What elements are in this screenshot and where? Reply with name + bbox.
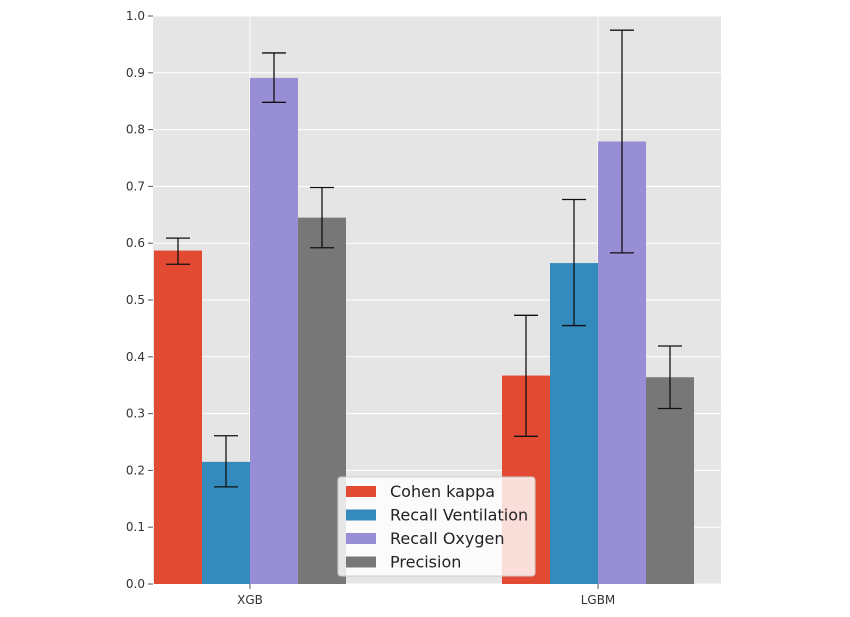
error-bars (166, 29, 682, 488)
y-tick-label: 0.7 (126, 179, 145, 193)
legend-box (337, 476, 536, 577)
legend-label: Recall Oxygen (390, 529, 505, 548)
x-axis: XGB LGBM (237, 584, 615, 607)
legend-swatch (346, 509, 376, 521)
legend-swatch (346, 486, 376, 497)
legend-label: Recall Ventilation (390, 506, 528, 525)
y-tick-label: 1.0 (126, 9, 145, 23)
y-tick-label: 0.5 (126, 293, 145, 307)
legend-label: Cohen kappa (390, 482, 495, 501)
legend-label: Precision (390, 553, 461, 572)
legend-swatch (346, 533, 376, 544)
y-tick-label: 0.1 (126, 520, 145, 534)
x-tick-label: LGBM (581, 593, 616, 607)
y-tick-label: 0.0 (126, 577, 145, 591)
y-tick-label: 0.3 (126, 407, 145, 421)
bar-cohen-kappa-xgb (154, 250, 202, 585)
y-tick-label: 0.6 (126, 236, 145, 250)
x-tick-label: XGB (237, 593, 263, 607)
legend-swatch (346, 556, 376, 568)
y-tick-label: 0.2 (126, 463, 145, 477)
y-tick-label: 0.9 (126, 66, 145, 80)
bar-precision-lgbm (646, 377, 694, 584)
bar-recall-oxygen-xgb (250, 77, 298, 585)
y-tick-label: 0.8 (126, 123, 145, 137)
y-tick-label: 0.4 (126, 350, 145, 364)
y-axis: 0.0 0.1 0.2 0.3 0.4 0.5 0.6 0.7 0.8 0.9 1.0 (126, 9, 153, 591)
legend: Cohen kappa Recall Ventilation Recall Oxyg… (337, 476, 536, 577)
